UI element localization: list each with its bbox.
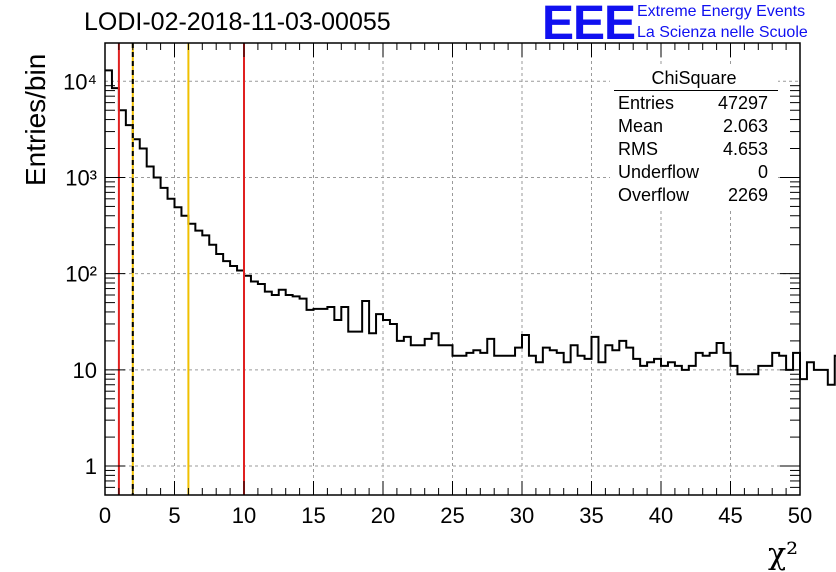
stats-value: 47297 xyxy=(717,93,768,113)
stats-key: Mean xyxy=(618,116,664,136)
x-tick-label: 50 xyxy=(788,503,812,528)
chart-title: LODI-02-2018-11-03-00055 xyxy=(84,8,391,36)
stats-key: RMS xyxy=(618,139,658,159)
stats-divider xyxy=(614,90,778,91)
x-tick-label: 45 xyxy=(718,503,742,528)
logo-line-2: La Scienza nelle Scuole xyxy=(637,24,808,41)
x-tick-label: 0 xyxy=(99,503,111,528)
x-axis-label: χ² xyxy=(768,537,799,572)
eee-logo: EEE xyxy=(542,0,636,50)
y-tick-label: 1 xyxy=(85,454,97,479)
stats-row: Mean 2.063 xyxy=(618,116,768,138)
stats-value: 2269 xyxy=(727,185,768,205)
x-tick-label: 20 xyxy=(371,503,395,528)
y-tick-label: 10⁴ xyxy=(63,69,97,94)
stats-title: ChiSquare xyxy=(651,68,737,88)
stats-row: Entries 47297 xyxy=(618,93,768,115)
stats-value: 2.063 xyxy=(722,116,768,136)
stats-row: RMS 4.653 xyxy=(618,139,768,161)
y-tick-label: 10² xyxy=(65,262,97,287)
histogram-series xyxy=(105,69,836,386)
x-tick-label: 25 xyxy=(440,503,464,528)
stats-key: Underflow xyxy=(618,162,700,182)
stats-box: ChiSquare Entries 47297 Mean 2.063 RMS 4… xyxy=(610,66,778,208)
stats-row: Underflow 0 xyxy=(618,162,768,184)
x-tick-label: 40 xyxy=(649,503,673,528)
x-tick-label: 30 xyxy=(510,503,534,528)
stats-key: Entries xyxy=(618,93,675,113)
stats-key: Overflow xyxy=(618,185,690,205)
x-tick-label: 35 xyxy=(579,503,603,528)
y-axis-label: Entries/bin xyxy=(20,53,51,186)
x-tick-label: 5 xyxy=(168,503,180,528)
stats-value: 4.653 xyxy=(722,139,768,159)
y-tick-label: 10³ xyxy=(65,165,97,190)
logo-line-1: Extreme Energy Events xyxy=(637,3,806,20)
y-tick-label: 10 xyxy=(73,358,97,383)
stats-row: Overflow 2269 xyxy=(618,185,768,207)
stats-value: 0 xyxy=(757,162,768,182)
x-tick-label: 10 xyxy=(232,503,256,528)
x-tick-label: 15 xyxy=(301,503,325,528)
